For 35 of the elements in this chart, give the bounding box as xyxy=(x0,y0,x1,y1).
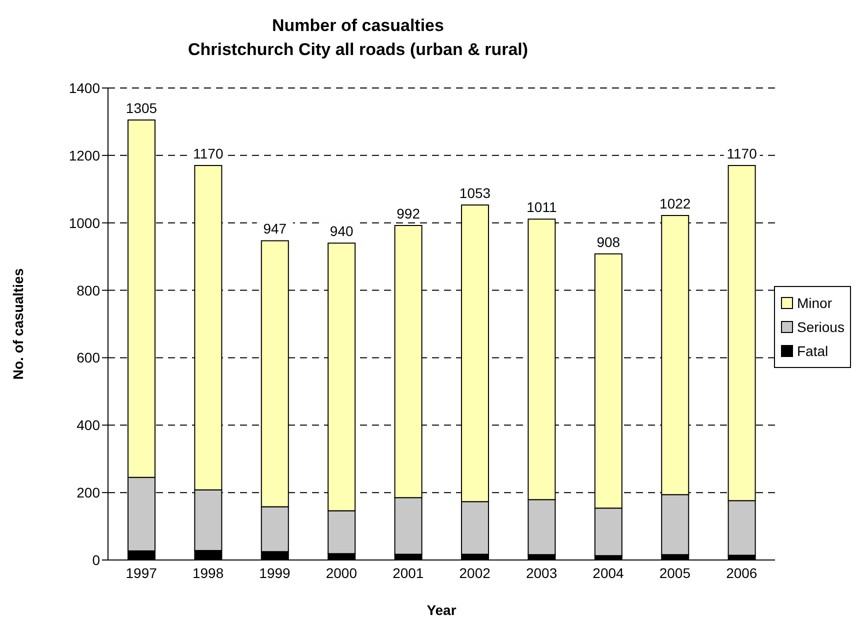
x-tick-label: 1999 xyxy=(259,564,291,581)
x-tick-label: 2006 xyxy=(726,564,758,581)
total-label: 1170 xyxy=(726,146,758,162)
x-tick-label: 2000 xyxy=(326,564,358,581)
x-tick-label: 1998 xyxy=(192,564,224,581)
y-tick-label: 600 xyxy=(76,350,100,366)
total-label: 1170 xyxy=(193,146,224,162)
legend-label: Serious xyxy=(797,319,844,335)
y-tick-label: 1200 xyxy=(68,147,100,164)
x-axis-title: Year xyxy=(426,602,457,618)
total-label: 1053 xyxy=(459,184,491,201)
chart-subtitle: Christchurch City all roads (urban & rural) xyxy=(186,39,530,61)
x-tick-label: 2004 xyxy=(592,564,624,581)
total-label: 1022 xyxy=(660,195,691,212)
x-tick-label: 2005 xyxy=(659,564,691,581)
legend-label: Minor xyxy=(797,295,832,311)
y-tick-label: 400 xyxy=(76,417,100,434)
total-label: 1305 xyxy=(126,100,158,116)
total-label: 1011 xyxy=(526,199,557,216)
y-tick-label: 1000 xyxy=(68,214,100,231)
y-tick-label: 0 xyxy=(92,552,100,568)
x-tick-label: 1997 xyxy=(126,564,158,581)
total-label: 947 xyxy=(263,220,287,237)
total-label: 992 xyxy=(396,206,420,222)
x-tick-label: 2001 xyxy=(392,564,424,581)
y-tick-label: 800 xyxy=(76,282,100,298)
x-tick-label: 2002 xyxy=(459,564,491,581)
y-tick-label: 1400 xyxy=(68,80,100,96)
chart-title: Number of casualties xyxy=(271,15,445,37)
y-axis-title: No. of casualties xyxy=(10,268,26,380)
total-label: 940 xyxy=(330,223,354,240)
x-tick-label: 2003 xyxy=(526,564,558,581)
y-tick-label: 200 xyxy=(76,484,100,501)
total-label: 908 xyxy=(596,234,620,250)
legend-label: Fatal xyxy=(797,343,828,359)
